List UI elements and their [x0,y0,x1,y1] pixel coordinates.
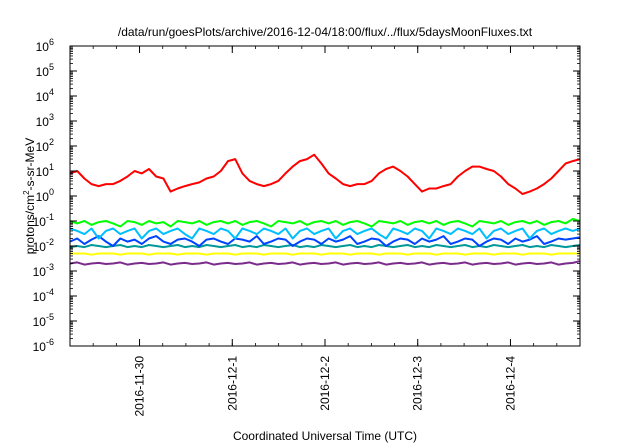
x-tick-label: 2016-12-3 [411,356,425,411]
y-axis-label: protons/cm2-s-sr-MeV [22,138,37,254]
x-tick-label: 2016-12-1 [225,356,239,411]
x-tick-label: 2016-12-2 [318,356,332,411]
y-tick-label: 105 [36,62,54,79]
y-label-prefix: protons/cm [23,195,37,254]
series-line-2 [69,227,581,240]
y-tick-label: 10-5 [33,312,54,329]
y-tick-label: 102 [36,137,54,154]
y-tick-label: 101 [36,162,54,179]
y-tick-label: 10-1 [33,212,54,229]
x-tick-label: 2016-12-4 [503,356,517,411]
y-tick-label: 10-3 [33,262,54,279]
series-line-0 [69,153,581,195]
y-tick-label: 10-6 [33,337,54,354]
y-tick-label: 103 [36,112,54,129]
series-line-1 [69,218,581,228]
x-axis: 2016-11-30 2016-12-1 2016-12-2 2016-12-3 201… [69,46,581,417]
y-label-suffix: -s-sr-MeV [23,138,37,191]
series-line-6 [69,260,581,266]
x-axis-label: Coordinated Universal Time (UTC) [233,429,417,443]
plot-frame [69,45,581,347]
series-line-3 [69,235,581,247]
y-tick-label: 100 [36,187,54,204]
series-layer [69,153,581,266]
x-tick-label: 2016-11-30 [133,356,147,417]
series-line-5 [70,252,580,256]
series-line-4 [69,244,581,249]
y-tick-label: 106 [36,37,54,54]
chart-title: /data/run/goesPlots/archive/2016-12-04/1… [118,25,533,39]
y-tick-label: 104 [36,87,54,104]
y-label-sup: 2 [22,190,31,195]
y-tick-label: 10-2 [33,237,54,254]
y-tick-label: 10-4 [33,287,54,304]
